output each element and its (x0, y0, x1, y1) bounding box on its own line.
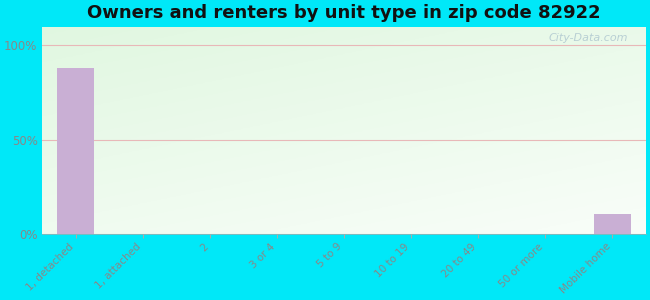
Bar (57, 68, 94, 234)
Bar (594, 214, 630, 234)
Title: Owners and renters by unit type in zip code 82922: Owners and renters by unit type in zip c… (87, 4, 601, 22)
Text: City-Data.com: City-Data.com (548, 33, 628, 43)
